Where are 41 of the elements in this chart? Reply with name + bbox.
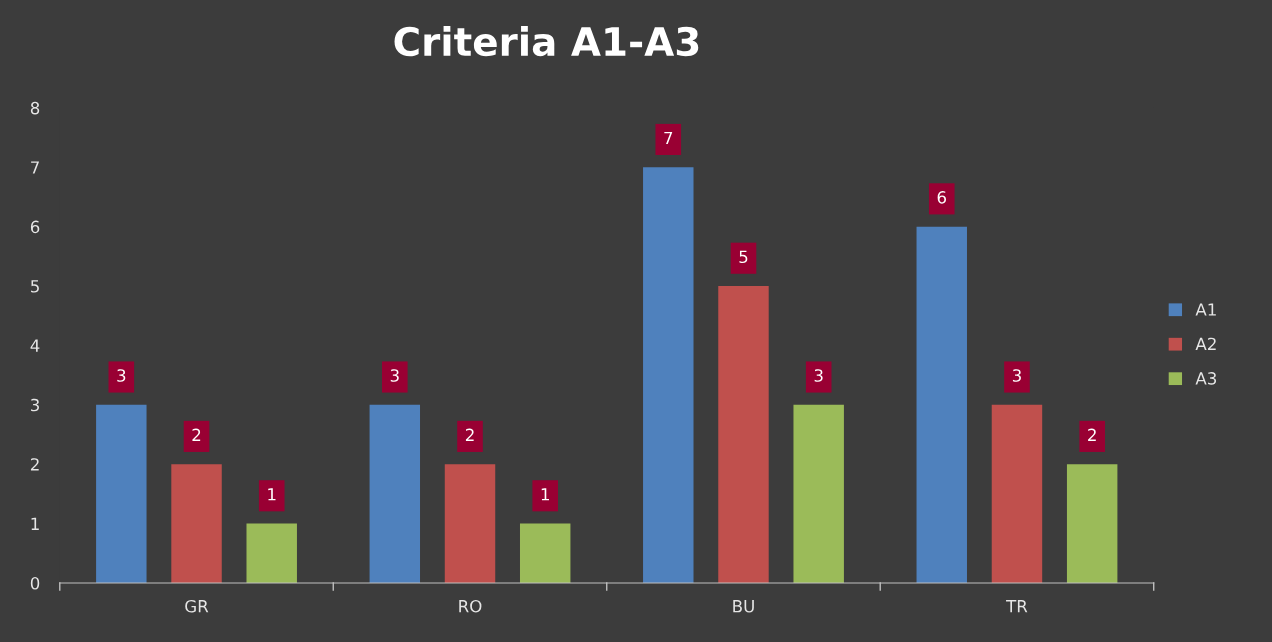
data-label: 2 bbox=[465, 428, 474, 441]
x-tick-label: GR bbox=[185, 599, 209, 613]
legend-label: A1 bbox=[1195, 303, 1216, 316]
y-tick-label: 6 bbox=[30, 220, 40, 234]
bar bbox=[444, 464, 496, 583]
bar bbox=[1066, 464, 1118, 583]
data-label: 2 bbox=[1088, 428, 1096, 441]
bar bbox=[369, 404, 421, 583]
y-tick-label: 2 bbox=[30, 458, 39, 471]
bar bbox=[643, 167, 694, 583]
bar bbox=[171, 464, 222, 583]
data-label: 3 bbox=[117, 369, 126, 382]
y-tick-label: 5 bbox=[31, 280, 39, 293]
data-label: 3 bbox=[1012, 369, 1021, 382]
bar bbox=[718, 286, 769, 583]
bar bbox=[793, 404, 844, 583]
x-tick-label: TR bbox=[1006, 600, 1028, 613]
legend-label: A2 bbox=[1195, 337, 1216, 350]
data-label: 5 bbox=[739, 250, 748, 264]
chart-title: Criteria A1-A3 bbox=[394, 26, 699, 57]
y-tick-label: 0 bbox=[30, 576, 40, 590]
bar bbox=[246, 523, 297, 583]
y-tick-label: 8 bbox=[30, 101, 40, 115]
x-tick-label: BU bbox=[733, 600, 754, 613]
y-tick-label: 4 bbox=[30, 339, 40, 352]
legend-label: A3 bbox=[1195, 372, 1217, 385]
data-label: 2 bbox=[192, 428, 201, 441]
data-label: 1 bbox=[541, 488, 549, 501]
y-tick-label: 7 bbox=[31, 161, 39, 174]
data-label: 3 bbox=[814, 369, 823, 382]
bar bbox=[991, 404, 1043, 583]
y-tick-label: 1 bbox=[31, 517, 39, 530]
y-tick-label: 3 bbox=[31, 398, 39, 412]
bar bbox=[96, 404, 147, 583]
data-label: 6 bbox=[937, 191, 947, 204]
data-label: 7 bbox=[664, 131, 673, 145]
data-label: 3 bbox=[390, 369, 399, 382]
bar bbox=[519, 523, 571, 583]
x-tick-label: RO bbox=[459, 599, 482, 613]
data-label: 1 bbox=[268, 488, 276, 501]
bar bbox=[916, 226, 967, 583]
